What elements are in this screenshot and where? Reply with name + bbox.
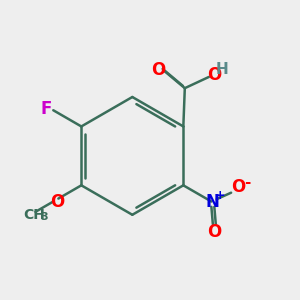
Text: 3: 3 bbox=[40, 212, 48, 222]
Text: N: N bbox=[206, 193, 220, 211]
Text: -: - bbox=[244, 175, 250, 190]
Text: O: O bbox=[151, 61, 165, 79]
Text: H: H bbox=[216, 62, 228, 77]
Text: CH: CH bbox=[23, 208, 45, 222]
Text: F: F bbox=[40, 100, 52, 118]
Text: O: O bbox=[50, 193, 64, 211]
Text: +: + bbox=[215, 189, 226, 202]
Text: O: O bbox=[231, 178, 245, 196]
Text: O: O bbox=[207, 224, 221, 242]
Text: O: O bbox=[207, 67, 221, 85]
